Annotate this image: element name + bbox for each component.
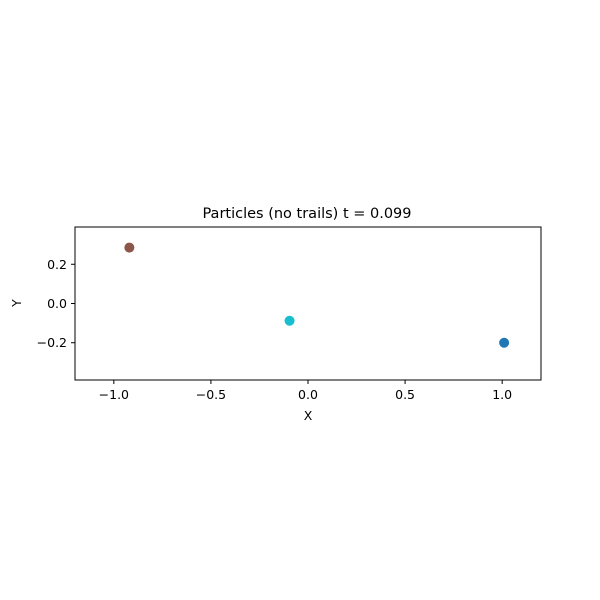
particle-point [284, 315, 295, 326]
y-tick-label: −0.2 [37, 335, 67, 350]
x-axis-label: X [304, 408, 313, 423]
particle-point [499, 337, 510, 348]
x-tick-label: 0.0 [298, 387, 318, 402]
x-tick-label: −1.0 [99, 387, 129, 402]
plot-area [124, 242, 510, 348]
x-tick-label: 0.5 [395, 387, 415, 402]
x-tick-label: −0.5 [196, 387, 226, 402]
y-axis-label: Y [9, 299, 24, 308]
chart-title: Particles (no trails) t = 0.099 [202, 206, 411, 222]
axes-frame [74, 226, 542, 381]
x-tick-label: 1.0 [492, 387, 512, 402]
y-tick-label: 0.2 [47, 257, 67, 272]
particle-point [124, 242, 135, 253]
y-tick-label: 0.0 [47, 296, 67, 311]
